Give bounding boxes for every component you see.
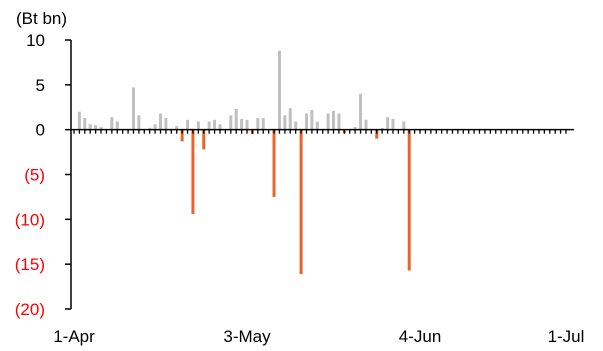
bar-positive (159, 113, 163, 130)
bar-positive (186, 119, 190, 130)
bar-positive (294, 121, 298, 130)
axis-layer (65, 39, 574, 310)
bar-positive (353, 126, 357, 130)
bar-positive (391, 118, 395, 130)
y-tick-label: 0 (36, 121, 45, 140)
bar-positive (148, 127, 152, 130)
bar-positive (99, 126, 103, 130)
bar-positive (229, 115, 233, 130)
y-tick-label: 10 (26, 31, 45, 50)
bar-positive (304, 113, 308, 130)
bar-positive (310, 109, 314, 130)
bar-positive (261, 118, 265, 130)
bar-positive (115, 121, 119, 130)
bar-negative (180, 129, 184, 142)
y-tick-label: 5 (36, 76, 45, 95)
labels-layer: 10 5 0 (5) (10) (15) (20) 1-Apr 3-May 4-Jun 1-Jul (15, 31, 585, 346)
bar-positive (213, 119, 217, 130)
bar-negative (299, 129, 303, 275)
y-tick-label: (10) (15, 210, 45, 229)
x-tick-label: 1-Apr (53, 327, 95, 346)
bar-negative (407, 129, 411, 271)
bar-positive (83, 118, 87, 130)
x-tick-label: 3-May (223, 327, 271, 346)
bar-negative (272, 129, 276, 197)
bar-positive (364, 119, 368, 130)
bar-positive (131, 87, 135, 130)
bar-positive (196, 121, 200, 130)
bar-positive (245, 119, 249, 130)
bar-positive (386, 117, 390, 130)
x-tick-label: 4-Jun (399, 327, 442, 346)
bar-positive (164, 118, 168, 130)
bar-positive (240, 118, 244, 130)
bar-positive (337, 113, 341, 130)
bar-positive (326, 113, 330, 130)
bar-positive (402, 121, 406, 130)
bar-positive (234, 109, 238, 130)
bar-negative (191, 129, 195, 214)
bar-positive (77, 111, 81, 130)
y-tick-label: (15) (15, 255, 45, 274)
bar-positive (283, 115, 287, 130)
bars-layer (77, 50, 411, 275)
x-tick-label: 1-Jul (548, 327, 585, 346)
bar-positive (359, 93, 363, 130)
y-tick-label: (5) (24, 166, 45, 185)
bar-positive (256, 118, 260, 130)
bar-positive (332, 110, 336, 130)
bar-positive (137, 115, 141, 130)
y-tick-label: (20) (15, 300, 45, 319)
bar-negative (202, 129, 206, 150)
bar-positive (218, 124, 222, 130)
bar-positive (110, 117, 114, 130)
bar-positive (153, 124, 157, 130)
bar-positive (315, 121, 319, 130)
y-unit-label: (Bt bn) (16, 9, 67, 28)
bar-positive (94, 125, 98, 130)
bar-positive (277, 50, 281, 130)
bar-positive (175, 126, 179, 130)
bar-positive (207, 121, 211, 130)
bar-positive (380, 127, 384, 130)
bar-positive (88, 124, 92, 130)
bar-positive (288, 108, 292, 130)
bar-negative (375, 129, 379, 139)
